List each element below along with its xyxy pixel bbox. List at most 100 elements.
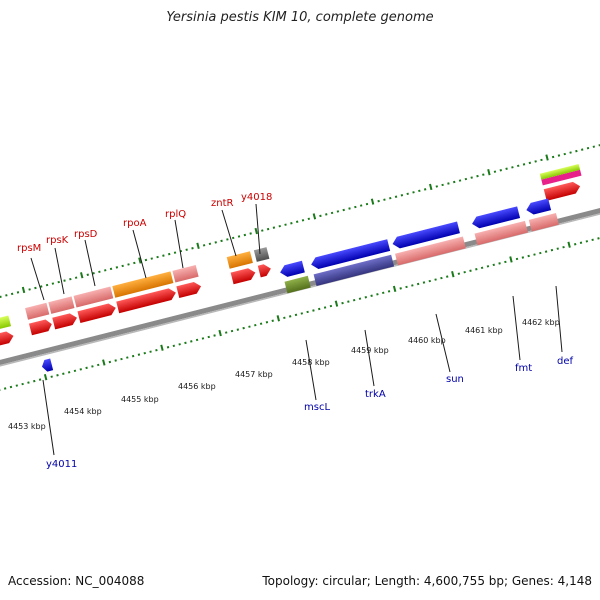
scale-tick-top bbox=[150, 257, 153, 260]
scale-tick-top bbox=[92, 272, 95, 275]
cds-lime-right bbox=[539, 163, 581, 180]
scale-tick-bottom bbox=[567, 241, 571, 248]
scale-tick-bottom bbox=[451, 271, 455, 278]
cds-sun bbox=[395, 236, 466, 266]
kbp-label-4462: 4462 kbp bbox=[522, 318, 560, 327]
gene-arrow-y4011 bbox=[41, 358, 54, 372]
gene-label-def[interactable]: def bbox=[557, 356, 574, 367]
scale-tick-top bbox=[319, 214, 322, 218]
scale-tick-top bbox=[330, 211, 334, 215]
scale-tick-top bbox=[278, 224, 281, 228]
scale-tick-top bbox=[40, 285, 43, 288]
scale-tick-bottom bbox=[457, 272, 461, 275]
kbp-label-4453: 4453 kbp bbox=[8, 422, 46, 431]
scale-tick-top bbox=[482, 173, 485, 176]
scale-tick-bottom bbox=[73, 369, 77, 373]
scale-tick-bottom bbox=[550, 248, 554, 252]
scale-tick-top bbox=[16, 291, 20, 294]
scale-tick-top bbox=[144, 258, 148, 262]
scale-tick-top bbox=[162, 254, 165, 257]
scale-tick-top bbox=[295, 220, 299, 223]
cds-fmt bbox=[474, 220, 528, 246]
gene-label-fmt[interactable]: fmt bbox=[515, 363, 532, 374]
scale-tick-top bbox=[34, 286, 37, 290]
scale-tick-bottom bbox=[347, 300, 350, 303]
gene-label-y4018[interactable]: y4018 bbox=[241, 192, 272, 203]
scale-tick-bottom bbox=[201, 337, 205, 340]
scale-tick-bottom bbox=[172, 344, 176, 348]
scale-tick-bottom bbox=[33, 379, 36, 383]
scale-tick-bottom bbox=[114, 359, 117, 362]
cds-rpsM bbox=[25, 302, 50, 320]
scale-tick-top bbox=[499, 169, 502, 172]
scale-tick-bottom bbox=[288, 315, 292, 318]
cds-y4018 bbox=[253, 247, 270, 262]
scale-tick-top bbox=[569, 151, 572, 154]
scale-tick-top bbox=[418, 189, 421, 193]
scale-tick-bottom bbox=[573, 243, 577, 246]
scale-tick-bottom bbox=[259, 322, 263, 325]
gene-label-rpoA[interactable]: rpoA bbox=[123, 218, 147, 229]
gene-label-rpsD[interactable]: rpsD bbox=[74, 229, 98, 240]
gene-label-sun[interactable]: sun bbox=[446, 374, 464, 385]
gene-arrow-left-edge bbox=[0, 331, 14, 352]
scale-tick-top bbox=[301, 219, 305, 222]
gene-label-rpsK[interactable]: rpsK bbox=[46, 235, 69, 246]
scale-tick-bottom bbox=[120, 357, 123, 361]
scale-tick-bottom bbox=[579, 241, 583, 244]
scale-tick-bottom bbox=[97, 363, 100, 367]
scale-tick-bottom bbox=[463, 270, 466, 274]
scale-tick-bottom bbox=[230, 329, 234, 333]
scale-tick-bottom bbox=[224, 331, 228, 334]
scale-tick-top bbox=[237, 235, 241, 238]
scale-tick-bottom bbox=[416, 282, 420, 286]
scale-tick-top bbox=[365, 202, 369, 206]
gene-arrow-zntR bbox=[230, 268, 256, 285]
scale-tick-top bbox=[307, 217, 311, 221]
scale-tick-top bbox=[348, 207, 351, 210]
scale-tick-bottom bbox=[149, 350, 152, 353]
gene-label-y4011[interactable]: y4011 bbox=[46, 459, 77, 470]
scale-tick-top bbox=[191, 247, 194, 250]
scale-tick-top bbox=[261, 229, 264, 232]
gene-label-zntR[interactable]: zntR bbox=[211, 198, 234, 209]
scale-tick-bottom bbox=[334, 300, 339, 307]
gene-label-rpsM[interactable]: rpsM bbox=[17, 243, 41, 254]
scale-tick-bottom bbox=[556, 247, 559, 250]
scale-tick-top bbox=[69, 277, 72, 281]
scale-tick-top bbox=[493, 170, 497, 173]
scale-tick-top bbox=[441, 183, 444, 187]
accession-info: Accession: NC_004088 bbox=[8, 574, 145, 588]
scale-tick-bottom bbox=[509, 256, 513, 263]
scale-tick-bottom bbox=[160, 344, 164, 351]
scale-tick-top bbox=[336, 210, 340, 213]
scale-tick-bottom bbox=[62, 372, 65, 375]
scale-tick-bottom bbox=[521, 256, 525, 259]
cds-def bbox=[528, 213, 559, 232]
scale-tick-bottom bbox=[392, 285, 397, 293]
scale-tick-top bbox=[557, 154, 561, 157]
scale-tick-bottom bbox=[504, 260, 507, 264]
scale-tick-top bbox=[45, 283, 49, 287]
scale-tick-top bbox=[534, 160, 537, 163]
scale-tick-bottom bbox=[213, 334, 216, 337]
gene-label-mscL[interactable]: mscL bbox=[304, 402, 330, 413]
kbp-label-4461: 4461 kbp bbox=[465, 326, 503, 335]
scale-tick-top bbox=[0, 295, 2, 299]
scale-tick-bottom bbox=[515, 257, 519, 261]
scale-tick-top bbox=[551, 155, 555, 159]
cds-rpoA bbox=[112, 271, 174, 298]
gene-label-trkA[interactable]: trkA bbox=[365, 389, 386, 400]
scale-tick-top bbox=[249, 232, 252, 235]
scale-tick-bottom bbox=[341, 301, 344, 305]
scale-tick-bottom bbox=[300, 312, 304, 315]
scale-tick-bottom bbox=[15, 384, 19, 387]
scale-tick-top bbox=[254, 227, 258, 235]
gene-label-rplQ[interactable]: rplQ bbox=[165, 209, 186, 220]
scale-tick-top bbox=[138, 257, 142, 264]
scale-tick-top bbox=[406, 192, 409, 196]
scale-tick-top bbox=[284, 223, 287, 226]
scale-tick-bottom bbox=[3, 387, 7, 390]
scale-tick-bottom bbox=[137, 353, 141, 356]
